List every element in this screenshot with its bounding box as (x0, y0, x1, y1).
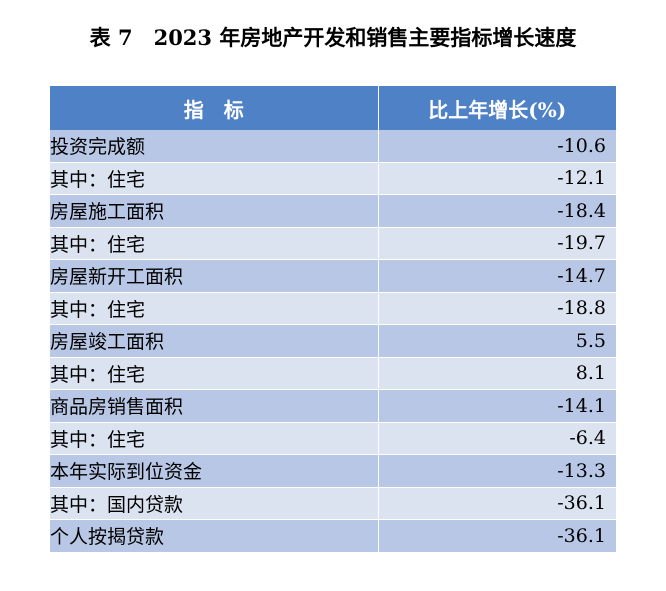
indicator-cell: 其中：住宅 (50, 422, 379, 455)
growth-cell: -36.1 (378, 519, 616, 553)
growth-cell: -14.1 (378, 389, 616, 423)
indicator-cell: 本年实际到位资金 (50, 454, 379, 488)
growth-cell: -13.3 (378, 454, 616, 488)
data-table: 指 标 比上年增长(%) 投资完成额 -10.6 其中：住宅 -12.1 房屋施工面积 -… (50, 86, 616, 553)
growth-cell: -18.8 (378, 292, 616, 325)
table-row: 其中：住宅 8.1 (50, 357, 616, 390)
indicator-cell: 其中：住宅 (50, 292, 379, 325)
table-row: 其中：住宅 -19.7 (50, 227, 616, 260)
indicator-cell: 个人按揭贷款 (50, 519, 379, 553)
table-row: 投资完成额 -10.6 (50, 130, 616, 163)
header-growth: 比上年增长(%) (378, 86, 616, 130)
table-row: 其中：国内贷款 -36.1 (50, 487, 616, 520)
indicator-cell: 其中：国内贷款 (50, 487, 379, 520)
indicator-cell: 其中：住宅 (50, 357, 379, 390)
growth-cell: -14.7 (378, 259, 616, 293)
indicator-cell: 投资完成额 (50, 130, 379, 163)
table-row: 本年实际到位资金 -13.3 (50, 454, 616, 488)
indicator-cell: 商品房销售面积 (50, 389, 379, 423)
indicator-cell: 房屋施工面积 (50, 194, 379, 228)
table-header-row: 指 标 比上年增长(%) (50, 86, 616, 130)
table-title: 表 7 2023 年房地产开发和销售主要指标增长速度 (89, 25, 577, 50)
indicator-cell: 房屋新开工面积 (50, 259, 379, 293)
growth-cell: -6.4 (378, 422, 616, 455)
table-row: 其中：住宅 -18.8 (50, 292, 616, 325)
growth-cell: -12.1 (378, 162, 616, 195)
table-row: 商品房销售面积 -14.1 (50, 389, 616, 423)
table-row: 房屋新开工面积 -14.7 (50, 259, 616, 293)
growth-cell: 8.1 (378, 357, 616, 390)
growth-cell: 5.5 (378, 324, 616, 358)
indicator-cell: 房屋竣工面积 (50, 324, 379, 358)
table-row: 其中：住宅 -12.1 (50, 162, 616, 195)
table-row: 房屋竣工面积 5.5 (50, 324, 616, 358)
header-indicator: 指 标 (50, 86, 379, 130)
table-row: 个人按揭贷款 -36.1 (50, 519, 616, 553)
growth-cell: -19.7 (378, 227, 616, 260)
growth-cell: -10.6 (378, 130, 616, 163)
indicator-cell: 其中：住宅 (50, 227, 379, 260)
table-row: 其中：住宅 -6.4 (50, 422, 616, 455)
growth-cell: -36.1 (378, 487, 616, 520)
table-body: 投资完成额 -10.6 其中：住宅 -12.1 房屋施工面积 -18.4 其中：住宅 -19.… (50, 130, 616, 553)
indicator-cell: 其中：住宅 (50, 162, 379, 195)
table-row: 房屋施工面积 -18.4 (50, 194, 616, 228)
growth-cell: -18.4 (378, 194, 616, 228)
